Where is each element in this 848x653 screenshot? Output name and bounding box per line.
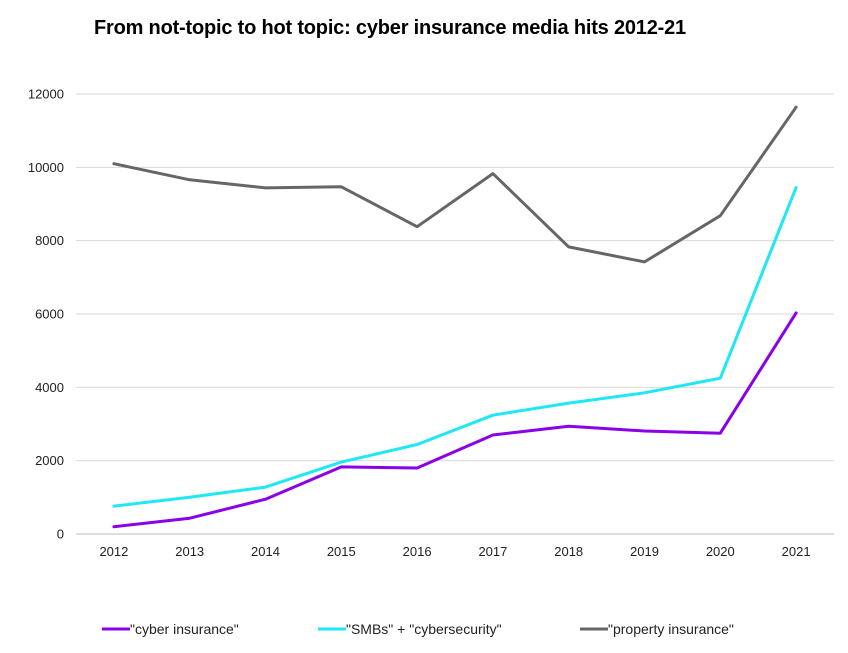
x-tick-label: 2021 — [782, 544, 811, 559]
y-tick-label: 4000 — [35, 380, 64, 395]
gridlines — [76, 93, 834, 535]
x-tick-label: 2018 — [554, 544, 583, 559]
legend-item: "cyber insurance" — [102, 621, 239, 637]
legend-label: "property insurance" — [608, 621, 734, 637]
x-tick-label: 2014 — [251, 544, 280, 559]
y-tick-label: 2000 — [35, 453, 64, 468]
x-tick-label: 2017 — [478, 544, 507, 559]
x-tick-label: 2016 — [403, 544, 432, 559]
x-tick-label: 2020 — [706, 544, 735, 559]
axes: 0 2000 4000 6000 8000 10000 12000 2012 2013 2014 2… — [28, 87, 811, 560]
series-line-0 — [112, 311, 798, 529]
y-tick-label: 12000 — [28, 87, 64, 102]
series-lines — [112, 105, 798, 529]
series-line-1 — [112, 186, 798, 508]
legend-item: "property insurance" — [580, 621, 734, 637]
y-tick-label: 0 — [57, 527, 64, 542]
legend-label: "cyber insurance" — [130, 621, 239, 637]
x-tick-label: 2015 — [327, 544, 356, 559]
legend-item: "SMBs" + "cybersecurity" — [318, 621, 502, 637]
series-line-2 — [112, 105, 798, 264]
x-tick-label: 2019 — [630, 544, 659, 559]
x-tick-label: 2013 — [175, 544, 204, 559]
chart-title: From not-topic to hot topic: cyber insur… — [94, 17, 686, 39]
x-tick-label: 2012 — [99, 544, 128, 559]
y-tick-label: 8000 — [35, 233, 64, 248]
legend-label: "SMBs" + "cybersecurity" — [346, 621, 502, 637]
legend: "cyber insurance" "SMBs" + "cybersecurity… — [102, 621, 734, 637]
y-tick-label: 10000 — [28, 160, 64, 175]
y-tick-label: 6000 — [35, 307, 64, 322]
